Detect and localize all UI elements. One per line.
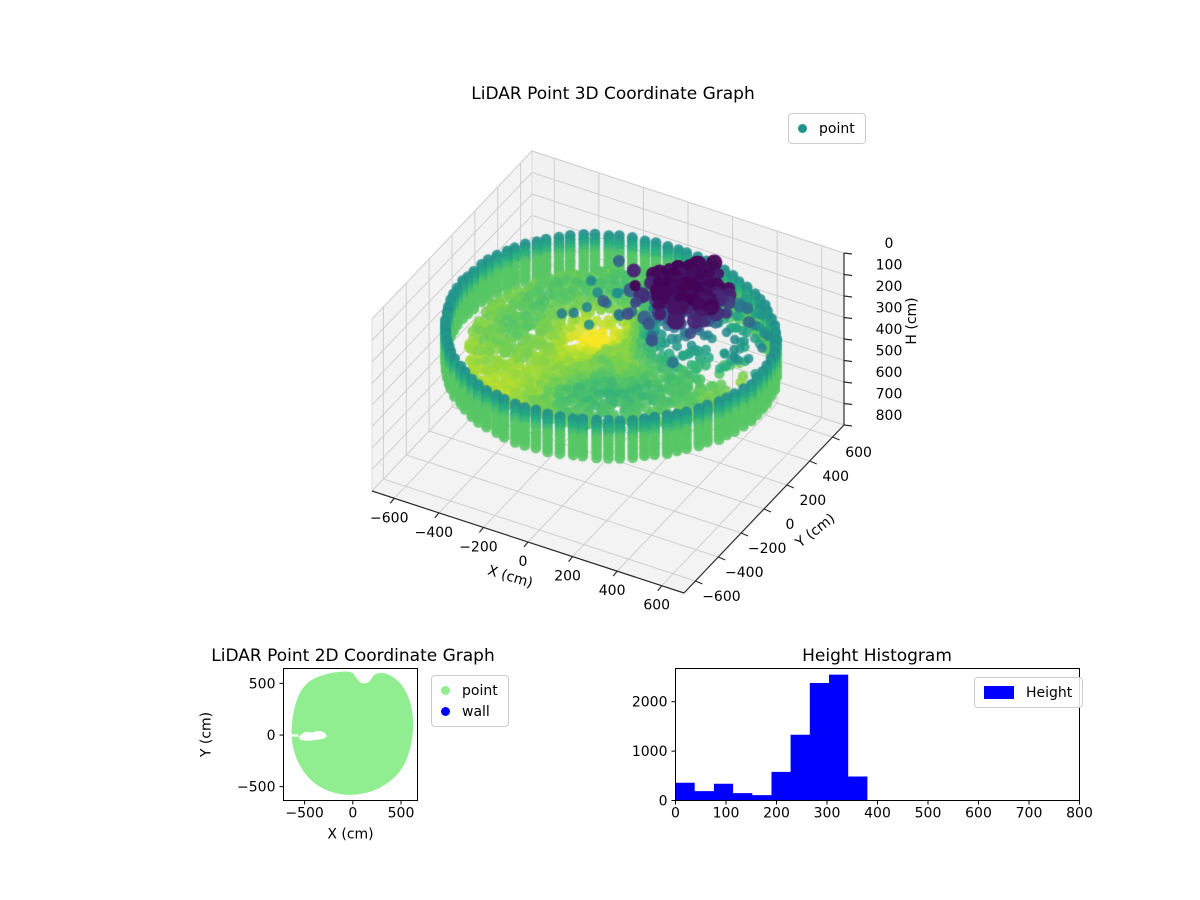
height-patch-icon (984, 686, 1014, 699)
legend-label: point (462, 682, 498, 699)
plot3d-legend: point (788, 113, 866, 144)
legend-label: point (819, 120, 855, 137)
legend-label: Height (1026, 684, 1073, 701)
point-marker-icon (798, 124, 807, 133)
legend-entry-wall: wall (441, 701, 498, 722)
legend-label: wall (462, 703, 490, 720)
plot2d-legend: point wall (431, 675, 509, 727)
legend-entry-point: point (798, 118, 855, 139)
histogram-title: Height Histogram (802, 646, 952, 666)
wall-marker-icon (441, 707, 450, 716)
histogram-legend: Height (974, 677, 1084, 708)
point-marker-icon (441, 686, 450, 695)
plot2d-title: LiDAR Point 2D Coordinate Graph (211, 646, 495, 666)
plot3d-title: LiDAR Point 3D Coordinate Graph (471, 84, 755, 104)
legend-entry-height: Height (984, 682, 1072, 703)
legend-entry-point: point (441, 680, 498, 701)
